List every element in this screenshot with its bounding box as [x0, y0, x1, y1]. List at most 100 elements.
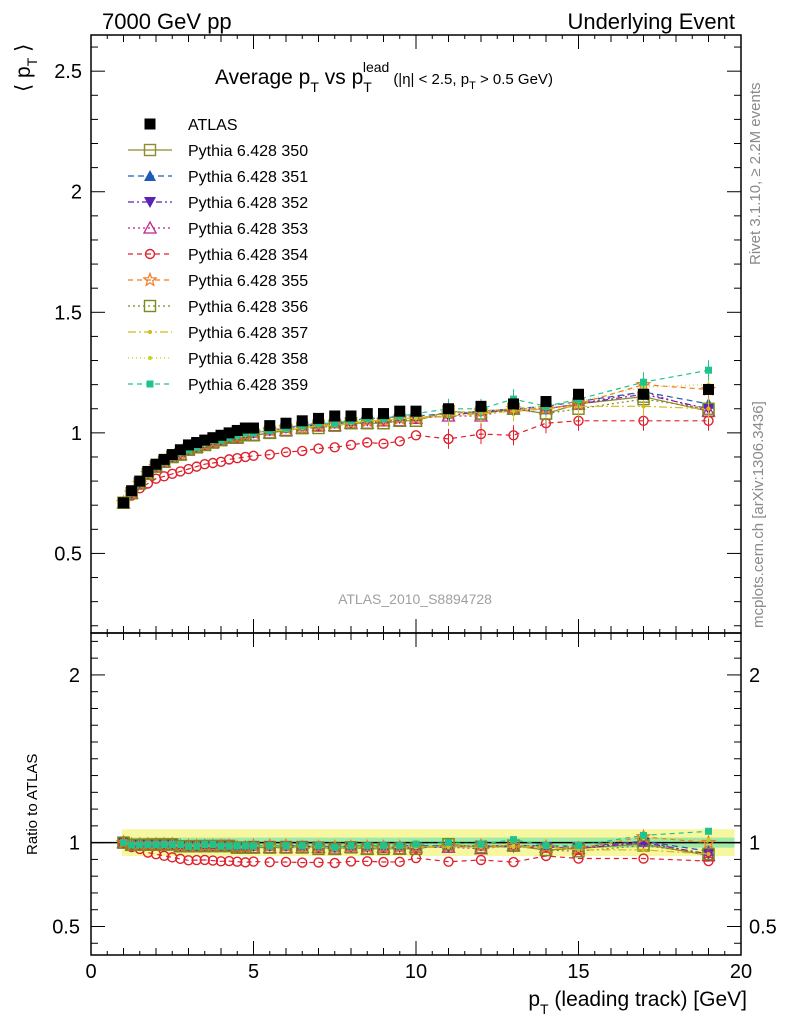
ratio-point: [144, 841, 152, 849]
x-tick-label: 10: [405, 961, 427, 983]
legend-entry: Pythia 6.428 358: [188, 351, 308, 368]
ratio-point: [343, 839, 359, 854]
ratio-point: [573, 853, 584, 864]
x-tick-label: 15: [567, 961, 589, 983]
data-point: [410, 430, 422, 441]
ratio-point: [264, 856, 275, 868]
ratio-point: [315, 842, 322, 850]
y-tick-label-ratio: 0.5: [52, 916, 80, 938]
y-tick-label-main: 2.5: [54, 61, 82, 83]
atlas-point: [361, 408, 373, 420]
ratio-frame: [90, 632, 742, 956]
ratio-point: [250, 842, 257, 850]
y-tick-label-main: 1.5: [54, 302, 82, 324]
ratio-point: [193, 842, 201, 850]
x-axis-label: pT (leading track) [GeV]: [528, 988, 747, 1017]
data-point: [331, 419, 339, 427]
ratio-point: [191, 854, 202, 866]
ratio-point: [266, 842, 274, 850]
data-point: [394, 436, 405, 447]
ratio-point: [136, 841, 144, 849]
atlas-point: [174, 444, 186, 456]
ratio-point: [396, 842, 404, 850]
ratio-point: [185, 842, 192, 850]
ratio-point: [641, 847, 646, 852]
ratio-point: [263, 841, 276, 854]
atlas-point: [142, 465, 154, 477]
data-point: [240, 451, 251, 463]
ratio-point: [329, 857, 340, 869]
ratio-point: [223, 855, 235, 867]
legend: ATLAS Pythia 6.428 350 Pythia 6.428 351 Pyt…: [128, 117, 308, 394]
atlas-point: [410, 405, 422, 417]
atlas-point: [329, 410, 341, 422]
series-line-3: [123, 393, 709, 504]
y-tick-label-ratio: 2: [69, 665, 80, 687]
atlas-point: [166, 449, 178, 461]
data-point: [414, 416, 418, 421]
atlas-point: [199, 434, 211, 446]
ratio-point: [475, 854, 487, 866]
ratio-line-9: [123, 837, 709, 849]
x-tick-label: 20: [730, 961, 752, 983]
data-point: [248, 450, 259, 461]
atlas-point: [150, 458, 162, 470]
ratio-point: [298, 842, 306, 850]
ratio-point: [207, 855, 219, 866]
ratio-point: [279, 841, 293, 854]
mcplots-label: mcplots.cern.ch [arXiv:1306.3436]: [750, 401, 767, 628]
ratio-point: [363, 842, 371, 850]
y-tick-label-main: 1: [71, 423, 82, 445]
ratio-point: [201, 840, 209, 848]
ratio-point: [215, 856, 227, 867]
ratio-point: [380, 842, 387, 850]
legend-entry: ATLAS: [188, 117, 238, 134]
ratio-point: [508, 856, 519, 868]
legend-entry: Pythia 6.428 350: [188, 143, 308, 160]
ratio-line-10: [123, 830, 709, 848]
ratio-point: [510, 836, 517, 844]
ratio-point: [638, 853, 649, 864]
atlas-point: [264, 420, 276, 432]
atlas-point: [215, 429, 227, 441]
data-point: [640, 378, 647, 386]
legend-entry: Pythia 6.428 355: [188, 273, 308, 290]
legend-marker: [142, 271, 158, 287]
atlas-point: [345, 410, 357, 422]
atlas-point: [475, 400, 487, 412]
ratio-point: [331, 843, 339, 851]
atlas-point: [703, 383, 714, 395]
atlas-point: [207, 432, 219, 444]
legend-entry: Pythia 6.428 356: [188, 299, 308, 316]
data-point: [641, 404, 646, 409]
atlas-point: [158, 453, 170, 465]
ratio-point: [705, 827, 712, 835]
ratio-point: [477, 840, 485, 848]
atlas-point: [134, 475, 146, 487]
data-point: [706, 406, 711, 411]
ratio-point: [378, 856, 389, 868]
atlas-point: [638, 388, 649, 400]
ratio-point: [233, 842, 241, 850]
atlas-point: [280, 417, 292, 429]
legend-marker: [144, 248, 156, 260]
ratio-point: [240, 857, 251, 868]
data-point: [329, 442, 340, 453]
data-point: [443, 433, 454, 445]
ratio-point: [700, 834, 717, 850]
main-panel: 0.5 1 1.5 2 2.5: [54, 34, 742, 634]
y-tick-label-ratio: 1: [69, 833, 80, 855]
series-line-7: [123, 398, 709, 504]
ratio-point: [128, 841, 136, 849]
ratio-point: [297, 857, 308, 868]
x-tick-label: 5: [248, 961, 259, 983]
ratio-point: [168, 840, 176, 848]
legend-entry: Pythia 6.428 351: [188, 169, 308, 186]
legend-marker: [144, 197, 156, 208]
ratio-point: [175, 853, 186, 865]
data-point: [199, 459, 210, 470]
legend-entry: Pythia 6.428 359: [188, 377, 308, 394]
ratio-ylabel: Ratio to ATLAS: [24, 754, 41, 855]
legend-entry: Pythia 6.428 354: [188, 247, 308, 264]
data-point: [232, 452, 243, 464]
